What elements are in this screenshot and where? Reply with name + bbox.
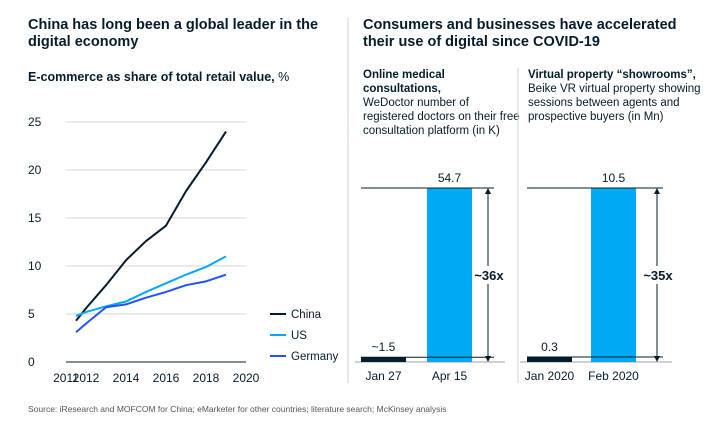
- bar-0: [361, 357, 406, 362]
- left-chart-subtitle-text: E-commerce as share of total retail valu…: [28, 70, 275, 84]
- multiplier-label-bg: [641, 266, 675, 284]
- bar-category-label: Jan 2020: [525, 369, 575, 383]
- bar-category-label: Apr 15: [432, 369, 468, 383]
- legend-label: Germany: [291, 351, 339, 363]
- x-tick-label: 2012: [73, 371, 100, 385]
- panel1-description: Online medical consultations, WeDoctor n…: [363, 68, 523, 138]
- y-tick-label: 5: [28, 307, 35, 321]
- panel1-text: WeDoctor number of registered doctors on…: [363, 97, 520, 137]
- bar-value-label: 10.5: [602, 171, 626, 185]
- x-tick-label: 2018: [193, 371, 220, 385]
- y-tick-label: 25: [28, 115, 42, 129]
- left-chart-title: China has long been a global leader in t…: [28, 17, 319, 50]
- y-tick-label: 20: [28, 163, 42, 177]
- bar-value-label: ~1.5: [372, 340, 396, 354]
- y-tick-label: 0: [28, 355, 35, 369]
- bar-0: [527, 357, 572, 362]
- y-tick-label: 10: [28, 259, 42, 273]
- bar-category-label: Feb 2020: [588, 369, 639, 383]
- multiplier-label-bg: [472, 266, 506, 284]
- series-line-germany: [75, 273, 227, 333]
- bar-value-label: 0.3: [541, 340, 558, 354]
- panel2-description: Virtual property “showrooms”, Beike VR v…: [528, 68, 703, 124]
- multiplier-label: ~35x: [643, 268, 673, 283]
- bar-1: [591, 188, 636, 362]
- bar-category-label: Jan 27: [365, 369, 401, 383]
- panel2-text: Beike VR virtual property showing sessio…: [528, 83, 701, 123]
- source-note: Source: iResearch and MOFCOM for China; …: [28, 404, 447, 414]
- legend-label: China: [291, 309, 322, 321]
- series-line-china: [75, 131, 227, 322]
- bar-chart-showrooms: 0.3 Jan 2020 10.5 Feb 2020 ~35x: [520, 171, 675, 383]
- x-tick-label: 2020: [233, 371, 260, 385]
- legend-label: US: [291, 330, 307, 342]
- x-tick-label: 2016: [153, 371, 180, 385]
- bar-chart-medical: ~1.5 Jan 27 54.7 Apr 15 ~36x: [355, 171, 506, 383]
- growth-arrow-head: [654, 188, 660, 194]
- left-chart-unit: %: [278, 70, 290, 84]
- series-line-us: [75, 255, 227, 317]
- x-tick-label: 2011: [53, 371, 79, 385]
- x-tick-label: 2014: [113, 371, 140, 385]
- panel2-title: Virtual property “showrooms”,: [528, 69, 696, 81]
- growth-arrow-tail: [654, 356, 660, 362]
- multiplier-label: ~36x: [474, 268, 504, 283]
- growth-arrow-tail: [485, 356, 491, 362]
- bar-value-label: 54.7: [438, 171, 462, 185]
- growth-arrow-head: [485, 188, 491, 194]
- panel1-title: Online medical consultations,: [363, 69, 445, 95]
- bar-1: [427, 188, 472, 362]
- left-chart-subtitle: E-commerce as share of total retail valu…: [28, 70, 358, 84]
- y-tick-label: 15: [28, 211, 42, 225]
- right-title: Consumers and businesses have accelerate…: [363, 17, 677, 50]
